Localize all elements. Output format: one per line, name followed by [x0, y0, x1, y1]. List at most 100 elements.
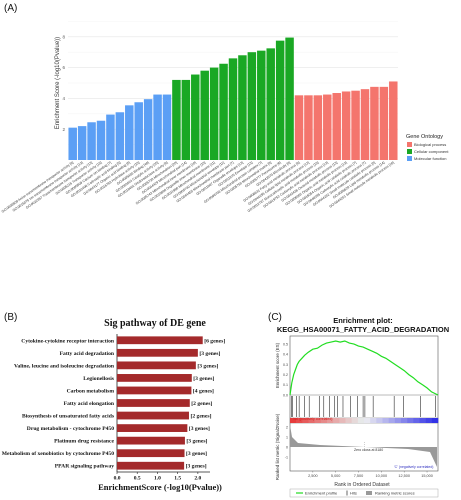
x-tick-label: 1.5	[174, 476, 181, 482]
color-band-segment	[364, 418, 371, 423]
panel-c-ticks: 0.0 0.1 0.2 0.3 0.4 0.5 2 1 0 -1 2,500 5,000 7,500 10…	[283, 342, 433, 478]
color-band-segment	[394, 418, 402, 423]
top-y-tick-label: 0.4	[283, 353, 288, 357]
color-band-segment	[413, 418, 420, 423]
x-tick-label: 10,000	[376, 474, 388, 478]
color-band-segment	[290, 418, 297, 423]
bar	[68, 127, 77, 160]
gene-count-label: [3 genes]	[186, 451, 207, 457]
bar	[117, 399, 190, 407]
legend-label: Enrichment profile	[305, 491, 338, 496]
legend-label: Cellular component	[414, 149, 449, 154]
bar	[247, 52, 257, 161]
panel-c-positive-label: 'na' (positively correlated)	[293, 417, 332, 421]
panel-a-legend: Biological process Cellular component Mole…	[407, 142, 449, 161]
bar	[209, 67, 219, 160]
bar	[117, 461, 185, 470]
panel-c-negative-label: 'C' (negatively correlated)	[394, 465, 433, 469]
x-tick-label: 1.0	[154, 476, 161, 482]
panel-a-x-tick-labels: GO:0008509 Anion transmembrane transport…	[1, 161, 395, 214]
color-band-segment	[345, 418, 352, 423]
panel-b-x-axis-label: EnrichmentScore (-log10(Pvalue))	[98, 482, 222, 492]
color-band-segment	[351, 418, 359, 423]
legend-label: Hits	[350, 491, 357, 496]
bar	[323, 94, 332, 160]
bar	[117, 336, 203, 345]
category-label: Fatty acid degradation	[60, 351, 115, 357]
enrichment-profile-line	[289, 340, 439, 396]
y-tick-label: 6	[62, 65, 65, 70]
panel-b-label: (B)	[4, 312, 17, 323]
gene-count-label: [4 genes]	[193, 388, 214, 394]
legend-metric-swatch	[366, 491, 372, 495]
category-label: PPAR signaling pathway	[55, 464, 114, 470]
bar	[117, 449, 185, 458]
bottom-y-tick-label: -1	[285, 455, 288, 459]
bar	[219, 63, 228, 160]
top-y-tick-label: 0.2	[283, 373, 288, 377]
panel-b-title: Sig pathway of DE gene	[104, 318, 206, 329]
panel-b-kegg-pathways: (B) Sig pathway of DE gene Cytokine-cyto…	[2, 312, 226, 492]
bar	[379, 86, 389, 160]
legend-swatch	[407, 142, 412, 147]
y-tick-label: 4	[62, 96, 65, 101]
gene-count-label: [2 genes]	[190, 414, 211, 420]
panel-c-color-band	[290, 418, 439, 423]
color-band-segment	[419, 418, 426, 423]
bar	[238, 55, 247, 160]
color-band-segment	[296, 418, 303, 423]
bar	[117, 436, 185, 445]
panel-b-x-ticks: 0.0 0.5 1.0 1.5 2.0	[114, 472, 202, 482]
color-band-segment	[376, 418, 383, 423]
bar	[77, 126, 87, 160]
color-band-segment	[425, 418, 433, 423]
gene-count-label: [3 genes]	[189, 426, 210, 432]
x-tick-label: 2.0	[194, 476, 201, 482]
top-y-tick-label: 0.5	[283, 342, 288, 346]
bar	[134, 102, 143, 160]
bottom-y-tick-label: 0	[286, 445, 288, 449]
color-band-segment	[333, 418, 340, 423]
gene-count-label: [3 genes]	[186, 464, 207, 470]
y-tick-label: 8	[62, 34, 65, 39]
color-band-segment	[370, 418, 377, 423]
color-band-segment	[302, 418, 309, 423]
bar	[332, 93, 341, 160]
panel-a-label: (A)	[4, 3, 17, 14]
panel-c-label: (C)	[268, 312, 282, 323]
panel-c-subtitle: KEGG_HSA00071_FATTY_ACID_DEGRADATION	[277, 325, 449, 334]
category-label: Fatty acid elongation	[64, 401, 115, 407]
x-tick-label: 12,500	[398, 474, 410, 478]
gene-count-label: [6 genes]	[204, 338, 225, 344]
panel-c-ranking-metric	[290, 425, 437, 467]
bar	[115, 112, 125, 160]
top-y-tick-label: 0.3	[283, 363, 288, 367]
bar	[117, 411, 189, 420]
panel-c-enrichment-profile	[289, 340, 439, 396]
panel-b-gene-count-labels: [6 genes] [3 genes] [3 genes] [3 genes] [4 g…	[186, 338, 226, 469]
category-label: Carbon metabolism	[67, 388, 115, 394]
color-band-segment	[339, 418, 346, 423]
bar	[275, 40, 285, 160]
category-label: Biosynthesis of unsaturated fatty acids	[22, 414, 115, 420]
panel-a-go-enrichment: (A) Enrichment Score (-log10(Pvalue)) 2 4…	[1, 3, 450, 214]
y-tick-label: 2	[62, 127, 65, 132]
legend-swatch	[407, 149, 412, 154]
bar	[172, 79, 181, 160]
bar	[117, 361, 196, 370]
bar	[228, 58, 238, 160]
top-y-tick-label: 0.1	[283, 383, 288, 387]
bar	[285, 37, 294, 160]
bar	[125, 105, 134, 160]
panel-b-bars	[117, 336, 203, 470]
color-band-segment	[401, 418, 408, 423]
gene-count-label: [3 genes]	[197, 363, 218, 369]
legend-label: Ranking metric scores	[375, 491, 415, 496]
bar	[266, 48, 275, 160]
bar	[351, 90, 360, 160]
top-y-tick-label: 0.0	[283, 393, 288, 397]
bar	[304, 95, 313, 160]
panel-a-y-axis-label: Enrichment Score (-log10(Pvalue))	[55, 37, 61, 129]
bar	[294, 95, 304, 160]
gene-count-label: [3 genes]	[199, 351, 220, 357]
